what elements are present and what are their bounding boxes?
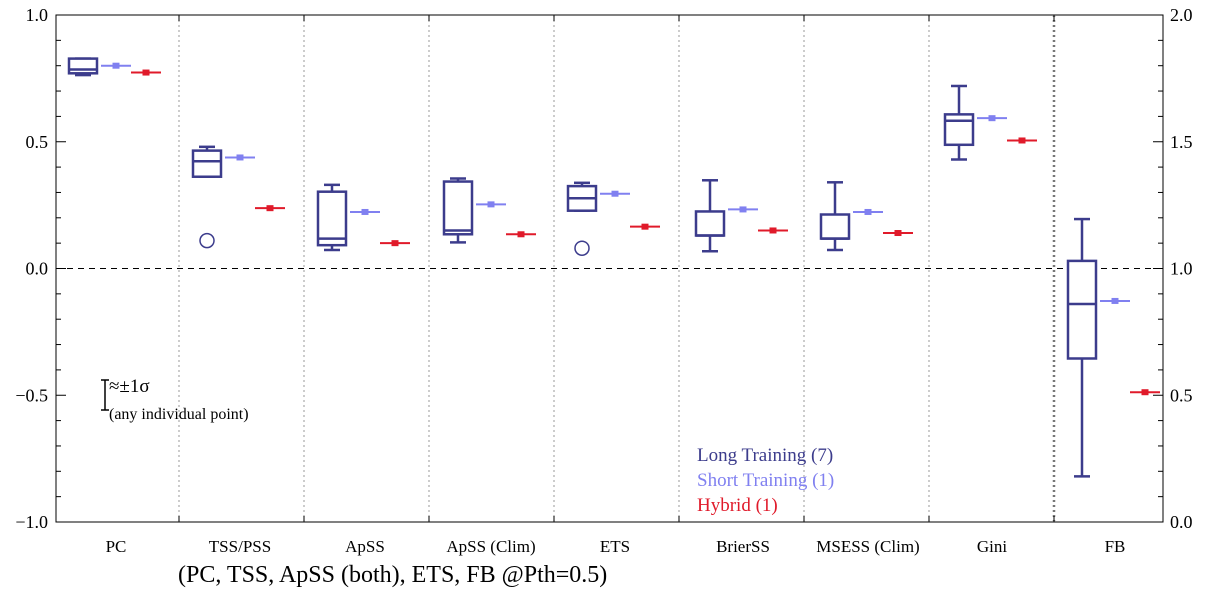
box-long-training <box>1068 219 1096 476</box>
point-marker <box>267 205 274 211</box>
category-label: TSS/PSS <box>209 537 271 556</box>
point-short-training <box>600 191 630 197</box>
box-iqr <box>193 151 221 177</box>
right-axis-tick-label: 1.5 <box>1170 132 1193 152</box>
category-label: ApSS (Clim) <box>446 537 535 556</box>
point-marker <box>1142 389 1149 395</box>
point-marker <box>642 224 649 230</box>
box-iqr <box>696 211 724 235</box>
point-marker <box>392 240 399 246</box>
right-axis-tick-label: 0.0 <box>1170 512 1193 532</box>
point-marker <box>895 230 902 236</box>
left-axis-tick-labels: −1.0 −0.5 0.0 0.5 1.0 <box>15 5 48 532</box>
right-axis-tick-labels: 0.0 0.5 1.0 1.5 2.0 <box>1170 5 1193 532</box>
left-axis-tick-label: 0.5 <box>26 132 49 152</box>
point-hybrid <box>380 240 410 246</box>
point-short-training <box>977 115 1007 121</box>
category-label: Gini <box>977 537 1008 556</box>
point-hybrid <box>131 70 161 76</box>
outlier-point <box>200 234 214 248</box>
point-marker <box>1019 137 1026 143</box>
point-short-training <box>853 209 883 215</box>
category-label: BrierSS <box>716 537 770 556</box>
point-marker <box>989 115 996 121</box>
left-axis-tick-label: 1.0 <box>26 5 49 25</box>
point-hybrid <box>506 231 536 237</box>
point-marker <box>237 154 244 160</box>
point-marker <box>143 70 150 76</box>
left-axis-tick-label: 0.0 <box>26 259 49 279</box>
category-label: FB <box>1105 537 1126 556</box>
sigma-error-bar <box>101 380 109 410</box>
sigma-annotation: ≈±1σ (any individual point) <box>101 376 249 423</box>
point-hybrid <box>630 224 660 230</box>
point-short-training <box>728 206 758 212</box>
left-axis-tick-label: −1.0 <box>15 512 48 532</box>
point-marker <box>113 63 120 69</box>
legend-long-training: Long Training (7) <box>697 445 833 466</box>
left-axis-tick-label: −0.5 <box>15 385 48 405</box>
box-iqr <box>945 114 973 144</box>
legend-hybrid: Hybrid (1) <box>697 495 778 516</box>
point-hybrid <box>883 230 913 236</box>
point-marker <box>612 191 619 197</box>
box-iqr <box>821 215 849 239</box>
box-iqr <box>444 182 472 235</box>
box-long-training <box>318 185 346 250</box>
point-hybrid <box>1007 137 1037 143</box>
point-marker <box>362 209 369 215</box>
category-label: ETS <box>600 537 630 556</box>
point-marker <box>518 231 525 237</box>
point-hybrid <box>1130 389 1160 395</box>
box-iqr <box>69 59 97 74</box>
point-short-training <box>101 63 131 69</box>
point-marker <box>740 206 747 212</box>
chart-caption: (PC, TSS, ApSS (both), ETS, FB @Pth=0.5) <box>178 562 607 588</box>
outlier-point <box>575 241 589 255</box>
point-marker <box>865 209 872 215</box>
point-marker <box>1112 298 1119 304</box>
point-marker <box>770 227 777 233</box>
category-labels: PC TSS/PSS ApSS ApSS (Clim) ETS BrierSS MSESS … <box>106 537 1126 556</box>
right-axis-tick-label: 1.0 <box>1170 259 1193 279</box>
point-short-training <box>1100 298 1130 304</box>
box-iqr <box>1068 261 1096 359</box>
legend: Long Training (7) Short Training (1) Hyb… <box>697 445 834 516</box>
box-long-training <box>193 147 221 248</box>
legend-short-training: Short Training (1) <box>697 470 834 491</box>
right-axis-tick-label: 2.0 <box>1170 5 1193 25</box>
box-long-training <box>696 180 724 251</box>
box-long-training <box>69 59 97 75</box>
sigma-note-label: (any individual point) <box>109 406 249 423</box>
category-label: MSESS (Clim) <box>816 537 919 556</box>
box-long-training <box>444 179 472 243</box>
box-long-training <box>945 86 973 160</box>
sigma-symbol-label: ≈±1σ <box>109 376 150 397</box>
box-long-training <box>821 182 849 250</box>
right-axis-tick-label: 0.5 <box>1170 385 1193 405</box>
box-iqr <box>318 192 346 245</box>
category-label: PC <box>106 537 127 556</box>
point-short-training <box>350 209 380 215</box>
point-marker <box>488 201 495 207</box>
category-label: ApSS <box>345 537 385 556</box>
point-hybrid <box>758 227 788 233</box>
point-hybrid <box>255 205 285 211</box>
point-short-training <box>476 201 506 207</box>
box-long-training <box>568 183 596 255</box>
point-short-training <box>225 154 255 160</box>
